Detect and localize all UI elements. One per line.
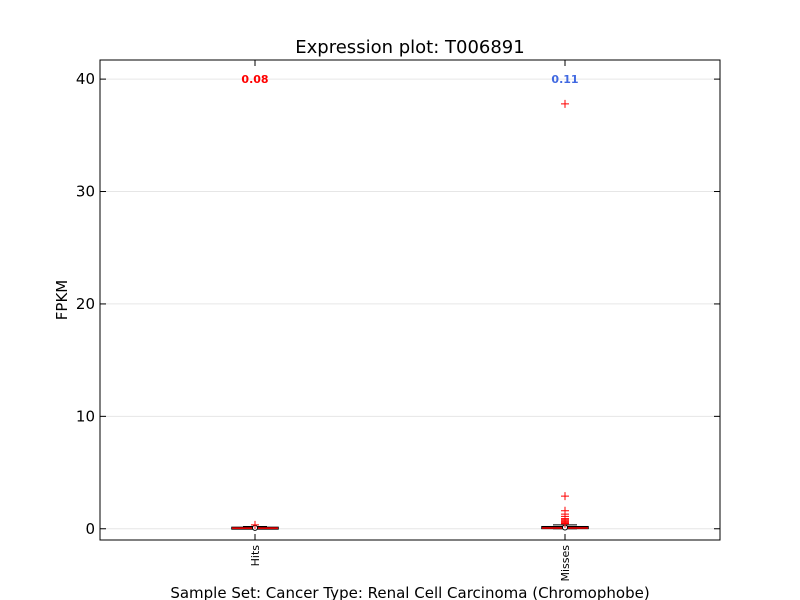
y-tick-label: 40: [76, 70, 95, 88]
outlier-markers: [251, 99, 569, 529]
y-tick-label: 0: [85, 520, 95, 538]
y-axis-ticks: 0 10 20 30 40: [76, 70, 720, 538]
y-tick-label: 20: [76, 295, 95, 313]
mean-labels: 0.08 0.11: [241, 73, 578, 86]
box-plots: [231, 524, 589, 531]
y-tick-label: 30: [76, 183, 95, 201]
outlier-point: [561, 492, 569, 501]
mean-value-label: 0.08: [241, 73, 268, 86]
x-tick-label: Misses: [559, 545, 572, 582]
x-axis-ticks: Hits Misses: [249, 60, 572, 582]
mean-value-label: 0.11: [551, 73, 578, 86]
grid-lines: [100, 78, 720, 530]
x-axis-label: Sample Set: Cancer Type: Renal Cell Carc…: [170, 584, 649, 600]
outlier-point: [561, 99, 569, 108]
plot-frame: [99, 59, 721, 541]
y-tick-label: 10: [76, 407, 95, 425]
chart-title: Expression plot: T006891: [295, 37, 524, 58]
y-axis-label: FPKM: [53, 280, 71, 320]
outlier-point: [251, 520, 259, 529]
outlier-point: [561, 519, 569, 528]
x-tick-label: Hits: [249, 545, 262, 567]
